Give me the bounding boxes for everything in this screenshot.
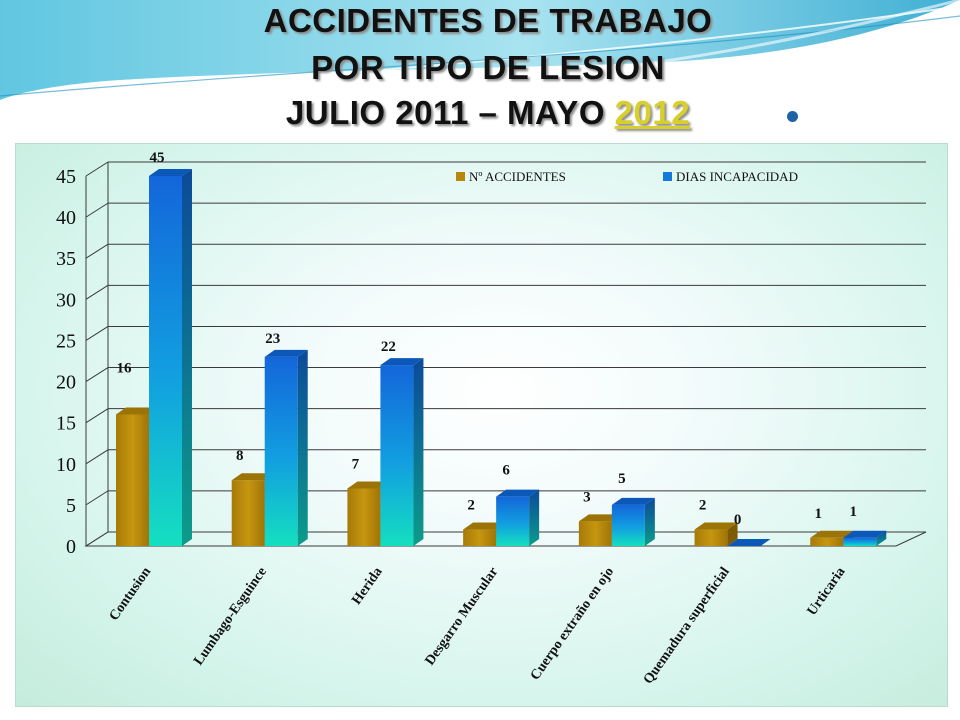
data-label-s1: 7: [352, 456, 360, 472]
title-year-highlight: 2012: [614, 94, 691, 131]
bar-top: [727, 539, 771, 546]
y-tick-label: 5: [66, 495, 76, 517]
gridline-side-10: [85, 449, 109, 465]
bar-top: [496, 489, 540, 497]
data-label-s2: 1: [850, 504, 858, 520]
bar-s1-5: [694, 522, 738, 546]
bar-side: [297, 349, 308, 546]
data-label-s1: 16: [117, 360, 133, 376]
x-tick-label: Desgarro Muscular: [423, 565, 502, 669]
bar-side: [876, 530, 887, 546]
bar-side: [182, 169, 192, 546]
gridline-side-45: [85, 161, 109, 177]
x-tick-label: Cuerpo extraño en ojo: [528, 565, 617, 683]
bar-front: [149, 176, 182, 546]
bar-s2-6: [843, 530, 887, 546]
data-label-s1: 8: [236, 448, 244, 464]
y-tick-label: 25: [56, 330, 76, 352]
bar-s2-0: [149, 169, 192, 546]
bar-top: [264, 349, 308, 357]
bar-top: [116, 407, 159, 415]
data-label-s2: 6: [502, 463, 510, 479]
bar-front: [611, 504, 645, 546]
chart-title-line-1: ACCIDENTES DE TRABAJO: [263, 2, 713, 39]
data-label-s2: 22: [381, 339, 396, 355]
gridline-side-25: [85, 326, 109, 341]
chart-panel: 0 5 10 15 20 25 30 35 40 45 Contusion Lumbago-Esgui…: [15, 143, 948, 707]
x-tick-label: Contusion: [107, 565, 155, 624]
bar-side: [529, 489, 540, 546]
bar-top: [380, 358, 424, 366]
y-tick-label: 30: [56, 289, 76, 311]
data-label-s1: 2: [699, 498, 707, 514]
chart-title-line-2: POR TIPO DE LESION: [311, 49, 665, 86]
title-date-range: JULIO 2011 – MAYO: [285, 94, 615, 131]
bar-front: [578, 521, 612, 546]
bar-front: [231, 480, 265, 546]
gridline-side-5: [85, 490, 109, 506]
data-label-s2: 23: [265, 331, 280, 347]
bar-top: [463, 522, 507, 530]
bar-s2-4: [611, 497, 655, 546]
bar-s2-2: [380, 358, 424, 546]
data-label-s2: 45: [150, 150, 165, 166]
chart-title-line-3: JULIO 2011 – MAYO 2012: [0, 94, 960, 132]
legend-swatch-dias: [663, 172, 672, 181]
bar-front: [463, 529, 497, 546]
y-tick-label: 40: [56, 207, 76, 229]
bar-front: [810, 537, 844, 546]
legend-swatch-accidentes: [456, 172, 465, 181]
x-tick-label: Urticaria: [805, 565, 849, 619]
data-label-s2: 0: [734, 512, 742, 528]
bars-layer: [116, 169, 887, 546]
y-tick-label: 35: [56, 248, 76, 270]
data-label-s1: 3: [583, 489, 591, 505]
data-label-s2: 5: [618, 471, 626, 487]
bar-side: [727, 522, 738, 546]
x-tick-label: Quemadura superficial: [641, 565, 733, 687]
grid-layer: [85, 161, 926, 547]
bar-front: [496, 496, 530, 546]
bar-top: [694, 522, 738, 530]
bar-s2-1: [264, 349, 308, 546]
x-tick-label: Lumbago-Esguince: [191, 565, 270, 669]
y-tick-label: 15: [56, 413, 76, 435]
bar-front: [843, 537, 877, 546]
bar-s2-3: [496, 489, 540, 546]
bar-front: [116, 414, 149, 546]
bar-top: [347, 481, 391, 489]
y-tick-label: 10: [56, 454, 76, 476]
y-tick-label: 20: [56, 372, 76, 394]
gridline-side-30: [85, 284, 109, 300]
legend: Nº ACCIDENTES DIAS INCAPACIDAD: [456, 169, 798, 184]
legend-label-accidentes: Nº ACCIDENTES: [469, 169, 566, 184]
bar-top: [810, 530, 854, 538]
bar-front: [694, 529, 728, 546]
bar-side: [644, 497, 655, 546]
title-banner-graphic: [0, 0, 960, 109]
data-label-s1: 1: [815, 506, 823, 522]
legend-label-dias: DIAS INCAPACIDAD: [676, 169, 798, 184]
y-tick-label: 45: [56, 166, 76, 188]
data-label-s1: 2: [467, 498, 475, 514]
gridline-side-35: [85, 243, 109, 259]
bar-top: [231, 473, 275, 481]
x-tick-label: Herida: [349, 565, 385, 608]
bar-front: [264, 356, 298, 546]
gridline-side-40: [85, 202, 109, 218]
bar-front: [347, 488, 381, 546]
bar-top: [149, 169, 192, 176]
y-tick-label: 0: [66, 536, 76, 558]
bar-top: [578, 514, 622, 522]
bar-side: [413, 358, 424, 546]
bar-top: [611, 497, 655, 505]
gridline-side-15: [85, 408, 109, 424]
bullet-dot: [787, 111, 798, 122]
gridline-side-20: [85, 367, 109, 382]
bar-top: [843, 530, 887, 538]
bar-s2-5: [727, 539, 771, 546]
bar-front: [380, 365, 414, 546]
